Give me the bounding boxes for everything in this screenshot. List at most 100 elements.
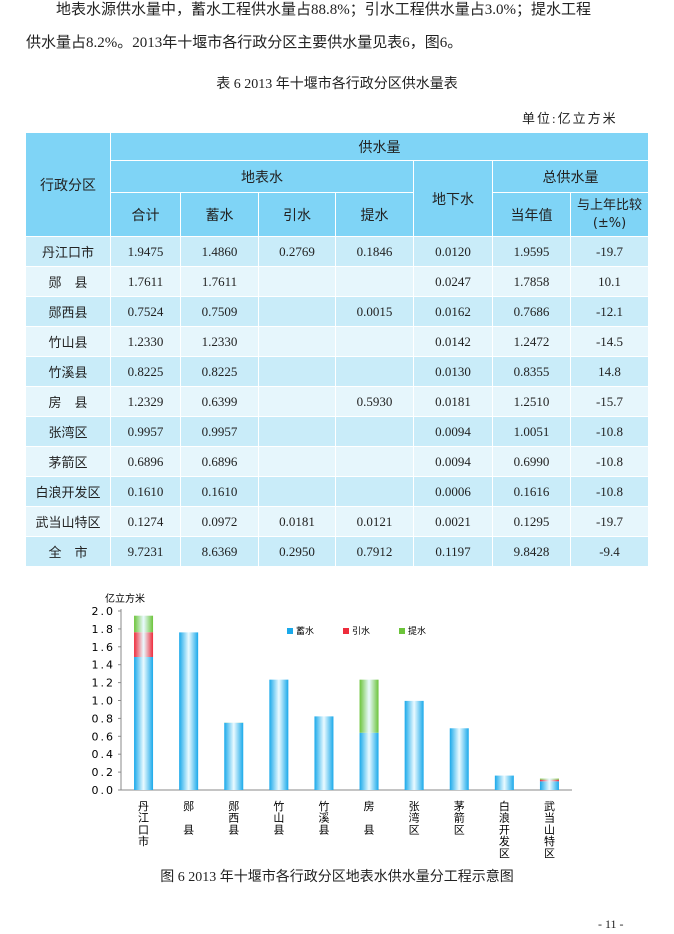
header-compare-label: 与上年比较	[577, 197, 643, 213]
cell: 1.9595	[492, 236, 571, 267]
y-tick-label: 0.4	[92, 748, 116, 761]
legend-swatch	[399, 628, 405, 634]
table-caption: 表 6 2013 年十堰市各行政分区供水量表	[216, 77, 458, 92]
header-ground: 地下水	[413, 160, 493, 237]
table-row: 竹山县 1.2330 1.2330 0.0142 1.2472 -14.5	[25, 326, 650, 357]
cell: 8.6369	[180, 536, 259, 567]
table-row: 丹江口市 1.9475 1.4860 0.2769 0.1846 0.0120 1.9595…	[25, 236, 650, 267]
cell: 1.9475	[110, 236, 181, 267]
cell: 0.5930	[335, 386, 414, 417]
header-surface: 地表水	[110, 160, 414, 193]
x-tick-label: 房 县	[364, 800, 375, 836]
cell: 10.1	[569, 266, 650, 297]
cell: 14.8	[569, 356, 650, 387]
header-lifting: 提水	[335, 192, 414, 237]
bar-蓄水	[179, 632, 199, 790]
y-tick-label: 0.2	[92, 766, 116, 779]
cell: 0.0130	[413, 356, 493, 387]
paragraph-line-1: 地表水源供水量中，蓄水工程供水量占88.8%；引水工程供水量占3.0%；提水工程	[56, 2, 591, 18]
cell	[258, 476, 336, 507]
row-region: 竹溪县	[25, 356, 111, 387]
x-tick-label: 竹山县	[273, 799, 284, 836]
cell: 0.8225	[180, 356, 259, 387]
cell: 9.8428	[492, 536, 571, 567]
y-tick-label: 1.0	[92, 695, 116, 708]
cell: -12.1	[569, 296, 650, 327]
bar-提水	[134, 615, 154, 633]
row-region: 郧西县	[25, 296, 111, 327]
cell: 0.1846	[335, 236, 414, 267]
table-unit: 单位:亿立方米	[522, 111, 618, 126]
cell: 0.6399	[180, 386, 259, 417]
bar-蓄水	[494, 775, 514, 790]
bar-蓄水	[269, 679, 289, 790]
bar-蓄水	[134, 657, 154, 790]
cell: 1.2510	[492, 386, 571, 417]
cell	[258, 386, 336, 417]
x-tick-label: 郧西县	[228, 800, 239, 836]
row-region: 竹山县	[25, 326, 111, 357]
header-compare-unit: (±%)	[592, 215, 627, 231]
page-number: - 11 -	[598, 917, 624, 931]
cell: 1.2330	[180, 326, 259, 357]
cell: 0.6896	[180, 446, 259, 477]
cell: 0.0021	[413, 506, 493, 537]
cell: -10.8	[569, 446, 650, 477]
cell	[335, 476, 414, 507]
header-total: 总供水量	[491, 160, 650, 193]
cell: -19.7	[569, 506, 650, 537]
cell	[335, 266, 414, 297]
x-tick-label: 竹溪县	[318, 799, 329, 836]
cell: 0.0972	[180, 506, 259, 537]
row-region: 全 市	[25, 536, 111, 567]
cell: 0.0094	[413, 446, 493, 477]
x-tick-label: 武当山特区	[544, 800, 555, 860]
cell: 1.2330	[110, 326, 181, 357]
chart-caption: 图 6 2013 年十堰市各行政分区地表水供水量分工程示意图	[160, 870, 514, 885]
cell: 1.0051	[492, 416, 571, 447]
row-region: 武当山特区	[25, 506, 111, 537]
cell: 0.6990	[492, 446, 571, 477]
row-region: 丹江口市	[25, 236, 111, 267]
bar-蓄水	[539, 781, 559, 790]
legend-swatch	[287, 628, 293, 634]
cell: 0.1610	[180, 476, 259, 507]
y-tick-label: 1.2	[92, 677, 116, 690]
header-storage: 蓄水	[180, 192, 259, 237]
row-region: 白浪开发区	[25, 476, 111, 507]
cell	[258, 266, 336, 297]
x-tick-label: 郧 县	[183, 800, 194, 836]
cell: 0.8225	[110, 356, 181, 387]
x-tick-label: 白浪开发区	[499, 799, 510, 860]
water-supply-table: 行政分区 供水量 地表水 地下水 总供水量 合计 蓄水 引水 提水 当年值 与上…	[25, 132, 650, 567]
table-row: 全 市 9.7231 8.6369 0.2950 0.7912 0.1197 9.8428-…	[25, 536, 650, 567]
cell: 1.2329	[110, 386, 181, 417]
row-region: 房 县	[25, 386, 111, 417]
paragraph-line-2: 供水量占8.2%。2013年十堰市各行政分区主要供水量见表6，图6。	[26, 35, 463, 51]
bar-提水	[359, 679, 379, 733]
cell	[258, 446, 336, 477]
cell: 0.1616	[492, 476, 571, 507]
cell: 0.0162	[413, 296, 493, 327]
cell	[335, 356, 414, 387]
cell: 0.0015	[335, 296, 414, 327]
table-row: 房 县 1.2329 0.6399 0.5930 0.0181 1.2510 -15.7	[25, 386, 650, 417]
cell: -15.7	[569, 386, 650, 417]
header-sum: 合计	[110, 192, 181, 237]
cell: 1.7611	[180, 266, 259, 297]
table-row: 张湾区 0.9957 0.9957 0.0094 1.0051 -10.8	[25, 416, 650, 447]
y-tick-label: 1.6	[92, 641, 116, 654]
x-tick-label: 丹江口市	[138, 800, 149, 848]
cell: 0.2950	[258, 536, 336, 567]
cell	[335, 416, 414, 447]
y-axis-label: 亿立方米	[105, 592, 145, 605]
cell	[335, 326, 414, 357]
cell: 0.1197	[413, 536, 493, 567]
cell: 0.8355	[492, 356, 571, 387]
bar-蓄水	[404, 700, 424, 790]
bar-引水	[134, 632, 154, 658]
row-region: 张湾区	[25, 416, 111, 447]
table-row: 茅箭区 0.6896 0.6896 0.0094 0.6990 -10.8	[25, 446, 650, 477]
cell: 0.0006	[413, 476, 493, 507]
